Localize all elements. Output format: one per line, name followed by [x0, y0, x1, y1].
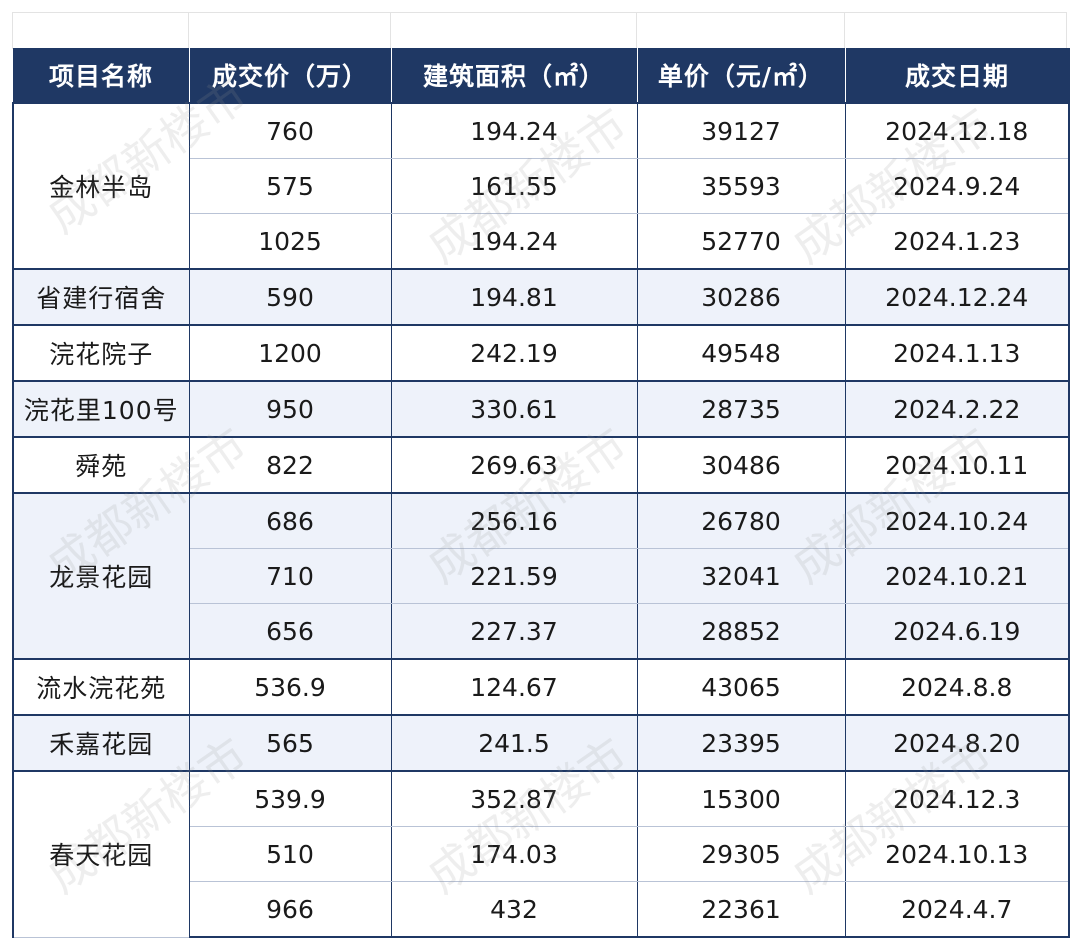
deal-date-cell: 2024.10.13	[844, 826, 1070, 882]
table-row: 1025 194.24 52770 2024.1.23	[13, 213, 1070, 270]
unit-price-cell: 22361	[636, 881, 846, 938]
deal-price-cell: 539.9	[188, 770, 392, 827]
project-name-cell: 舜苑	[12, 436, 190, 494]
unit-price-cell: 43065	[636, 658, 846, 716]
deal-date-cell: 2024.10.21	[844, 548, 1070, 604]
deal-price-cell: 686	[188, 492, 392, 549]
unit-price-cell: 29305	[636, 826, 846, 882]
table-row: 575 161.55 35593 2024.9.24	[13, 158, 1070, 214]
deal-price-cell: 536.9	[188, 658, 392, 716]
unit-price-cell: 32041	[636, 548, 846, 604]
unit-price-cell: 35593	[636, 158, 846, 214]
deal-date-cell: 2024.12.3	[844, 770, 1070, 827]
deal-price-cell: 822	[188, 436, 392, 494]
project-name-cell: 金林半岛	[12, 102, 190, 270]
floor-area-cell: 194.81	[390, 268, 638, 326]
deal-price-cell: 510	[188, 826, 392, 882]
table-row: 龙景花园 686 256.16 26780 2024.10.24	[12, 492, 1070, 660]
project-name-cell: 龙景花园	[12, 492, 190, 660]
unit-price-cell: 26780	[636, 492, 846, 549]
header-deal-price: 成交价（万）	[188, 48, 392, 103]
unit-price-cell: 49548	[636, 324, 846, 382]
deal-date-cell: 2024.4.7	[844, 881, 1070, 938]
deal-date-cell: 2024.12.18	[844, 102, 1070, 159]
table-row: 金林半岛 760 194.24 39127 2024.12.18	[12, 102, 1070, 270]
table-row: 510 174.03 29305 2024.10.13	[13, 826, 1070, 882]
deal-price-cell: 966	[188, 881, 392, 938]
deal-price-cell: 710	[188, 548, 392, 604]
table-row: 966 432 22361 2024.4.7	[13, 881, 1070, 938]
unit-price-cell: 30486	[636, 436, 846, 494]
header-unit-price: 单价（元/㎡）	[636, 48, 846, 103]
floor-area-cell: 124.67	[390, 658, 638, 716]
table-row: 春天花园 539.9 352.87 15300 2024.12.3	[12, 770, 1070, 938]
deal-price-cell: 575	[188, 158, 392, 214]
floor-area-cell: 352.87	[390, 770, 638, 827]
unit-price-cell: 28852	[636, 603, 846, 660]
deal-price-cell: 1200	[188, 324, 392, 382]
floor-area-cell: 161.55	[390, 158, 638, 214]
table-row: 浣花里100号 950 330.61 28735 2024.2.22	[12, 380, 1070, 438]
deal-date-cell: 2024.8.20	[844, 714, 1070, 772]
deal-date-cell: 2024.10.11	[844, 436, 1070, 494]
deal-date-cell: 2024.9.24	[844, 158, 1070, 214]
unit-price-cell: 30286	[636, 268, 846, 326]
deal-price-cell: 590	[188, 268, 392, 326]
project-name-cell: 省建行宿舍	[12, 268, 190, 326]
floor-area-cell: 241.5	[390, 714, 638, 772]
deal-date-cell: 2024.2.22	[844, 380, 1070, 438]
deal-price-cell: 656	[188, 603, 392, 660]
spreadsheet-top-gridlines	[12, 12, 1067, 49]
floor-area-cell: 330.61	[390, 380, 638, 438]
deal-date-cell: 2024.1.23	[844, 213, 1070, 270]
unit-price-cell: 15300	[636, 770, 846, 827]
floor-area-cell: 256.16	[390, 492, 638, 549]
unit-price-cell: 52770	[636, 213, 846, 270]
unit-price-cell: 23395	[636, 714, 846, 772]
floor-area-cell: 221.59	[390, 548, 638, 604]
deal-price-cell: 565	[188, 714, 392, 772]
deal-date-cell: 2024.8.8	[844, 658, 1070, 716]
deal-price-cell: 760	[188, 102, 392, 159]
table-row: 656 227.37 28852 2024.6.19	[13, 603, 1070, 660]
project-name-cell: 禾嘉花园	[12, 714, 190, 772]
header-floor-area: 建筑面积（㎡）	[390, 48, 638, 103]
header-deal-date: 成交日期	[844, 48, 1070, 103]
floor-area-cell: 269.63	[390, 436, 638, 494]
table-row: 舜苑 822 269.63 30486 2024.10.11	[12, 436, 1070, 494]
floor-area-cell: 194.24	[390, 213, 638, 270]
unit-price-cell: 39127	[636, 102, 846, 159]
table-header: 项目名称 成交价（万） 建筑面积（㎡） 单价（元/㎡） 成交日期	[12, 48, 1070, 103]
floor-area-cell: 242.19	[390, 324, 638, 382]
deal-date-cell: 2024.10.24	[844, 492, 1070, 549]
unit-price-cell: 28735	[636, 380, 846, 438]
deal-date-cell: 2024.6.19	[844, 603, 1070, 660]
project-name-cell: 流水浣花苑	[12, 658, 190, 716]
deal-price-cell: 1025	[188, 213, 392, 270]
table-row: 省建行宿舍 590 194.81 30286 2024.12.24	[12, 268, 1070, 326]
floor-area-cell: 432	[390, 881, 638, 938]
header-project-name: 项目名称	[12, 48, 190, 103]
table-row: 浣花院子 1200 242.19 49548 2024.1.13	[12, 324, 1070, 382]
table-row: 流水浣花苑 536.9 124.67 43065 2024.8.8	[12, 658, 1070, 716]
table-row: 710 221.59 32041 2024.10.21	[13, 548, 1070, 604]
project-name-cell: 春天花园	[12, 770, 190, 938]
floor-area-cell: 174.03	[390, 826, 638, 882]
deal-date-cell: 2024.1.13	[844, 324, 1070, 382]
table-body: 金林半岛 760 194.24 39127 2024.12.18 575 161.55 355…	[12, 102, 1070, 938]
project-name-cell: 浣花里100号	[12, 380, 190, 438]
project-name-cell: 浣花院子	[12, 324, 190, 382]
floor-area-cell: 227.37	[390, 603, 638, 660]
header-row: 项目名称 成交价（万） 建筑面积（㎡） 单价（元/㎡） 成交日期	[12, 48, 1070, 103]
deal-price-cell: 950	[188, 380, 392, 438]
table-row: 禾嘉花园 565 241.5 23395 2024.8.20	[12, 714, 1070, 772]
deal-date-cell: 2024.12.24	[844, 268, 1070, 326]
floor-area-cell: 194.24	[390, 102, 638, 159]
transactions-table: 项目名称 成交价（万） 建筑面积（㎡） 单价（元/㎡） 成交日期 金林半岛 760…	[12, 48, 1070, 938]
